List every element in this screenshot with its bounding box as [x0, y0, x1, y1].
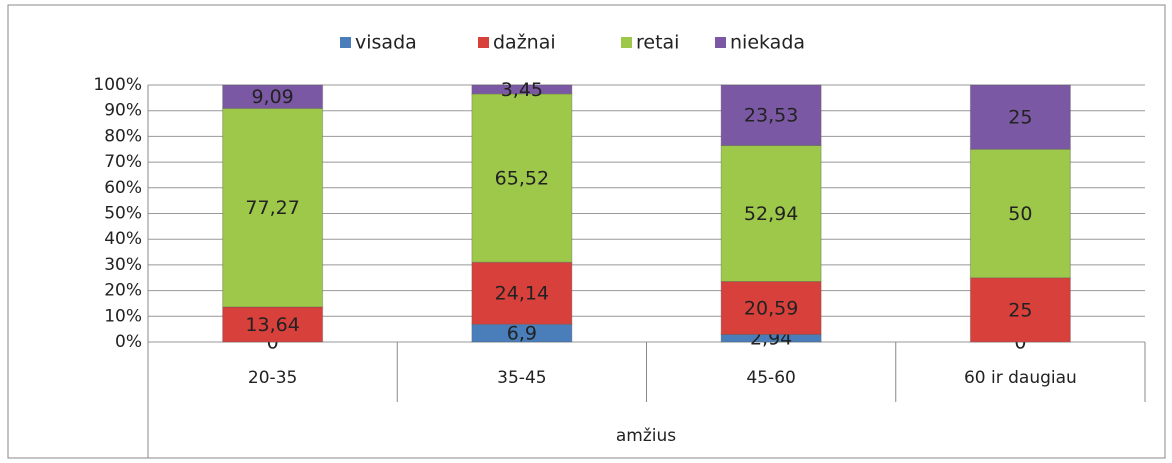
data-label: 52,94 — [744, 203, 798, 225]
data-label: 3,45 — [501, 79, 543, 101]
y-tick-label: 70% — [104, 152, 142, 172]
y-tick-label: 0% — [115, 332, 142, 352]
y-tick-label: 80% — [104, 126, 142, 146]
legend-swatch — [340, 37, 351, 48]
legend-swatch — [715, 37, 726, 48]
data-label: 20,59 — [744, 297, 798, 319]
data-label: 50 — [1008, 203, 1032, 225]
bar-segment — [222, 84, 324, 109]
legend-swatch — [478, 37, 489, 48]
data-label: 25 — [1008, 299, 1032, 321]
data-label: 77,27 — [245, 197, 299, 219]
bar-segment — [720, 144, 822, 283]
data-label: 65,52 — [495, 168, 549, 190]
bar-segment — [720, 84, 822, 146]
x-tick-label: 45-60 — [746, 368, 795, 388]
bar-segment — [969, 84, 1071, 150]
legend-swatch — [621, 37, 632, 48]
legend-label: visada — [355, 32, 417, 54]
bar-segment — [222, 306, 324, 343]
bar-segment — [471, 84, 573, 95]
bar-segment — [720, 281, 822, 335]
y-tick-label: 100% — [93, 75, 142, 95]
y-tick-label: 90% — [104, 101, 142, 121]
y-tick-label: 40% — [104, 229, 142, 249]
data-label: 13,64 — [245, 314, 299, 336]
y-tick-label: 10% — [104, 306, 142, 326]
y-tick-label: 50% — [104, 204, 142, 224]
data-label: 23,53 — [744, 105, 798, 127]
legend-label: retai — [636, 32, 679, 54]
data-label: 6,9 — [507, 323, 537, 345]
bar-segment — [222, 107, 324, 308]
bar-segment — [969, 148, 1071, 279]
data-label: 9,09 — [251, 86, 293, 108]
legend-label: dažnai — [493, 32, 556, 54]
data-label: 25 — [1008, 107, 1032, 129]
legend-label: niekada — [730, 32, 805, 54]
x-tick-label: 20-35 — [248, 368, 297, 388]
x-axis-label: amžius — [616, 426, 676, 446]
x-tick-label: 35-45 — [497, 368, 546, 388]
bar-segment — [720, 333, 822, 343]
y-tick-label: 60% — [104, 178, 142, 198]
bar-segment — [471, 261, 573, 325]
bar-segment — [969, 277, 1071, 343]
x-tick-label: 60 ir daugiau — [964, 368, 1077, 388]
y-tick-label: 30% — [104, 255, 142, 275]
y-tick-label: 20% — [104, 281, 142, 301]
data-label: 24,14 — [495, 283, 549, 305]
